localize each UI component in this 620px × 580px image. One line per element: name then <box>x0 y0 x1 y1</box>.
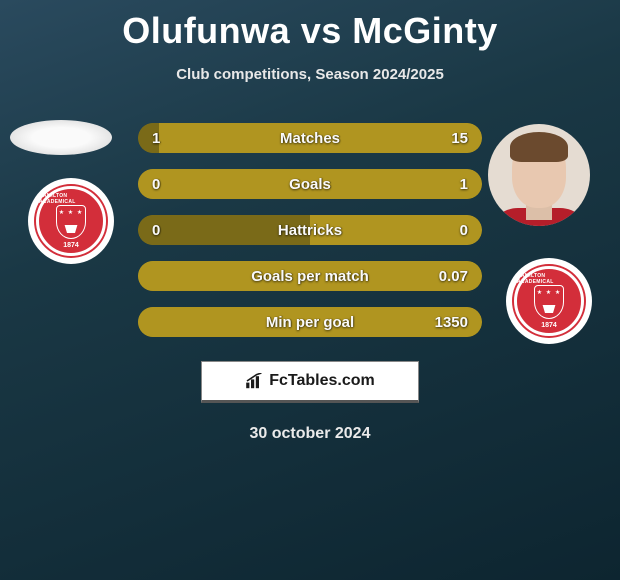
player2-club-crest: HAMILTON ACADEMICAL ★ ★ ★ 1874 <box>506 258 592 344</box>
crest-shield-icon: ★ ★ ★ <box>56 205 86 239</box>
stat-row: 1Matches15 <box>138 123 482 153</box>
crest-year: 1874 <box>63 242 79 249</box>
stat-row: 0Hattricks0 <box>138 215 482 245</box>
stat-row: 0Goals1 <box>138 169 482 199</box>
stat-row: Goals per match0.07 <box>138 261 482 291</box>
stat-label: Hattricks <box>138 222 482 239</box>
crest-year: 1874 <box>541 322 557 329</box>
crest-shield-icon: ★ ★ ★ <box>534 285 564 319</box>
vs-text: vs <box>301 10 342 51</box>
stat-label: Goals <box>138 176 482 193</box>
watermark: FcTables.com <box>201 361 419 403</box>
stat-row: Min per goal1350 <box>138 307 482 337</box>
stat-value-right: 15 <box>451 130 468 147</box>
stat-value-right: 1 <box>460 176 468 193</box>
subtitle: Club competitions, Season 2024/2025 <box>0 66 620 83</box>
player2-face-icon <box>488 124 590 226</box>
stat-value-right: 1350 <box>435 314 468 331</box>
comparison-title: Olufunwa vs McGinty <box>0 0 620 52</box>
chart-icon <box>245 373 265 389</box>
player2-name: McGinty <box>352 10 498 51</box>
stat-label: Matches <box>138 130 482 147</box>
watermark-text: FcTables.com <box>269 372 375 390</box>
player1-name: Olufunwa <box>122 10 290 51</box>
date: 30 october 2024 <box>0 425 620 443</box>
crest-club-name: HAMILTON ACADEMICAL <box>39 193 103 205</box>
stat-label: Min per goal <box>138 314 482 331</box>
player2-avatar <box>488 124 590 226</box>
player1-avatar <box>10 120 112 155</box>
stat-label: Goals per match <box>138 268 482 285</box>
crest-club-name: HAMILTON ACADEMICAL <box>517 273 581 285</box>
stat-value-right: 0 <box>460 222 468 239</box>
player1-club-crest: HAMILTON ACADEMICAL ★ ★ ★ 1874 <box>28 178 114 264</box>
stat-value-right: 0.07 <box>439 268 468 285</box>
